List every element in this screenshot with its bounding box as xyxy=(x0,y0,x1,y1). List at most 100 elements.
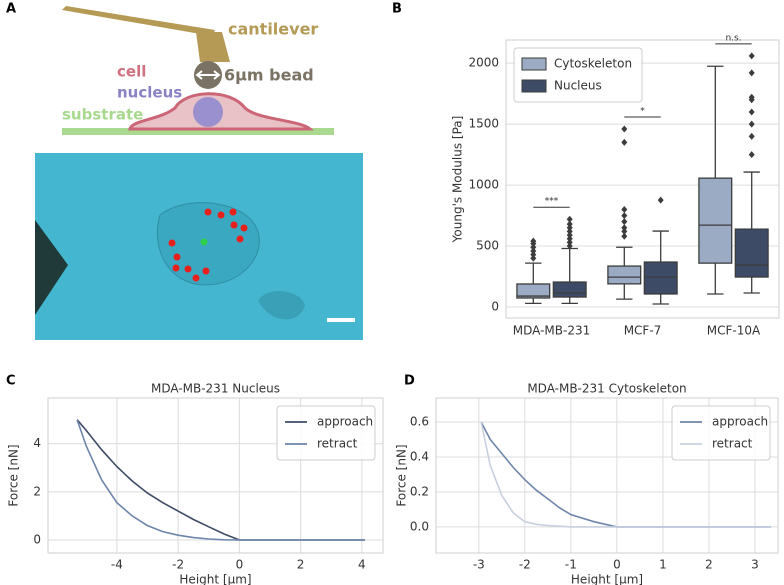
line xyxy=(76,419,365,541)
panel-label: A xyxy=(6,2,16,17)
cantilever-tip xyxy=(196,32,230,62)
cell-image xyxy=(258,290,305,320)
flier xyxy=(566,238,573,246)
x-tick-label: 0 xyxy=(613,558,621,572)
legend-label: Cytoskeleton xyxy=(554,57,632,71)
flier xyxy=(530,251,537,259)
flier xyxy=(621,205,628,213)
label-nucleus: nucleus xyxy=(117,84,182,102)
panel-label: D xyxy=(404,374,415,389)
x-tick-label: -2 xyxy=(519,558,531,572)
label-bead: 6μm bead xyxy=(224,66,314,85)
y-tick-label: 0.0 xyxy=(410,519,429,533)
box xyxy=(643,261,678,295)
panel-label: B xyxy=(392,2,402,17)
y-tick-label: 4 xyxy=(33,436,41,450)
flier xyxy=(621,224,628,232)
box xyxy=(734,228,769,278)
flier xyxy=(748,120,755,128)
flier xyxy=(566,235,573,243)
label-cantilever: cantilever xyxy=(228,20,318,39)
y-tick-label: 0 xyxy=(33,533,41,547)
x-tick-label: 2 xyxy=(705,558,713,572)
box xyxy=(607,265,642,285)
flier xyxy=(621,232,628,240)
significance-label: * xyxy=(640,107,645,117)
legend-label: retract xyxy=(317,437,358,451)
y-tick-label: 0.6 xyxy=(410,414,429,428)
flier xyxy=(657,196,664,204)
flier xyxy=(566,242,573,250)
significance-label: n.s. xyxy=(725,33,741,43)
legend-label: approach xyxy=(317,415,373,429)
x-tick-label: 3 xyxy=(751,558,759,572)
x-axis-label: Height [μm] xyxy=(179,573,251,585)
legend: Cytoskeleton Nucleus xyxy=(513,47,643,103)
x-tick-label: -4 xyxy=(111,558,123,572)
legend: approach retract xyxy=(671,405,771,461)
y-tick-label: 2000 xyxy=(468,56,499,70)
significance-label: *** xyxy=(545,197,559,207)
plot-frame xyxy=(47,397,384,554)
flier xyxy=(748,69,755,77)
chart-title: MDA-MB-231 Cytoskeleton xyxy=(527,382,686,396)
flier xyxy=(621,218,628,226)
flier xyxy=(530,247,537,255)
flier xyxy=(530,243,537,251)
line xyxy=(480,421,772,528)
y-tick-label: 2 xyxy=(33,484,41,498)
x-tick-label: -2 xyxy=(172,558,184,572)
legend-label: retract xyxy=(712,437,753,451)
flier xyxy=(530,254,537,262)
flier xyxy=(566,220,573,228)
y-axis-label: Force [nN] xyxy=(7,444,21,506)
legend-frame xyxy=(276,405,376,461)
plot-frame xyxy=(435,397,779,554)
label-cell: cell xyxy=(117,63,146,81)
flier xyxy=(748,52,755,60)
legend: approach retract xyxy=(276,405,376,461)
flier xyxy=(621,212,628,220)
probe-shadow xyxy=(35,220,68,315)
x-tick-label: MCF-10A xyxy=(707,324,761,338)
x-tick-label: -3 xyxy=(473,558,485,572)
x-tick-label: 0 xyxy=(236,558,244,572)
nucleus xyxy=(193,97,223,127)
panel-label: C xyxy=(6,374,16,389)
bead-arrow xyxy=(195,70,203,80)
legend-swatch xyxy=(521,57,547,71)
x-tick-label: 4 xyxy=(358,558,366,572)
box xyxy=(516,283,551,299)
cantilever-arm xyxy=(62,6,215,36)
flier xyxy=(530,237,537,245)
y-tick-label: 500 xyxy=(476,239,499,253)
label-substrate: substrate xyxy=(62,106,143,124)
x-tick-label: MDA-MB-231 xyxy=(513,324,590,338)
y-tick-label: 0 xyxy=(491,300,499,314)
legend-label: Nucleus xyxy=(554,79,602,93)
y-tick-label: 1500 xyxy=(468,117,499,131)
flier xyxy=(748,151,755,159)
y-tick-label: 0.4 xyxy=(410,449,429,463)
y-axis-label: Young's Modulus [Pa] xyxy=(451,116,465,244)
flier xyxy=(748,132,755,140)
plot-frame xyxy=(505,39,780,319)
scale-bar xyxy=(327,318,355,322)
flier xyxy=(566,224,573,232)
points xyxy=(168,208,248,282)
x-tick-label: -1 xyxy=(565,558,577,572)
x-axis-label: Height [μm] xyxy=(571,573,643,585)
flier xyxy=(621,227,628,235)
y-tick-label: 0.2 xyxy=(410,484,429,498)
flier xyxy=(748,93,755,101)
flier xyxy=(566,231,573,239)
x-tick-label: 1 xyxy=(659,558,667,572)
bead-arrow xyxy=(213,70,221,80)
legend-label: approach xyxy=(712,415,768,429)
chart-title: MDA-MB-231 Nucleus xyxy=(151,382,280,396)
legend-frame xyxy=(671,405,771,461)
flier xyxy=(621,125,628,133)
x-tick-label: 2 xyxy=(297,558,305,572)
